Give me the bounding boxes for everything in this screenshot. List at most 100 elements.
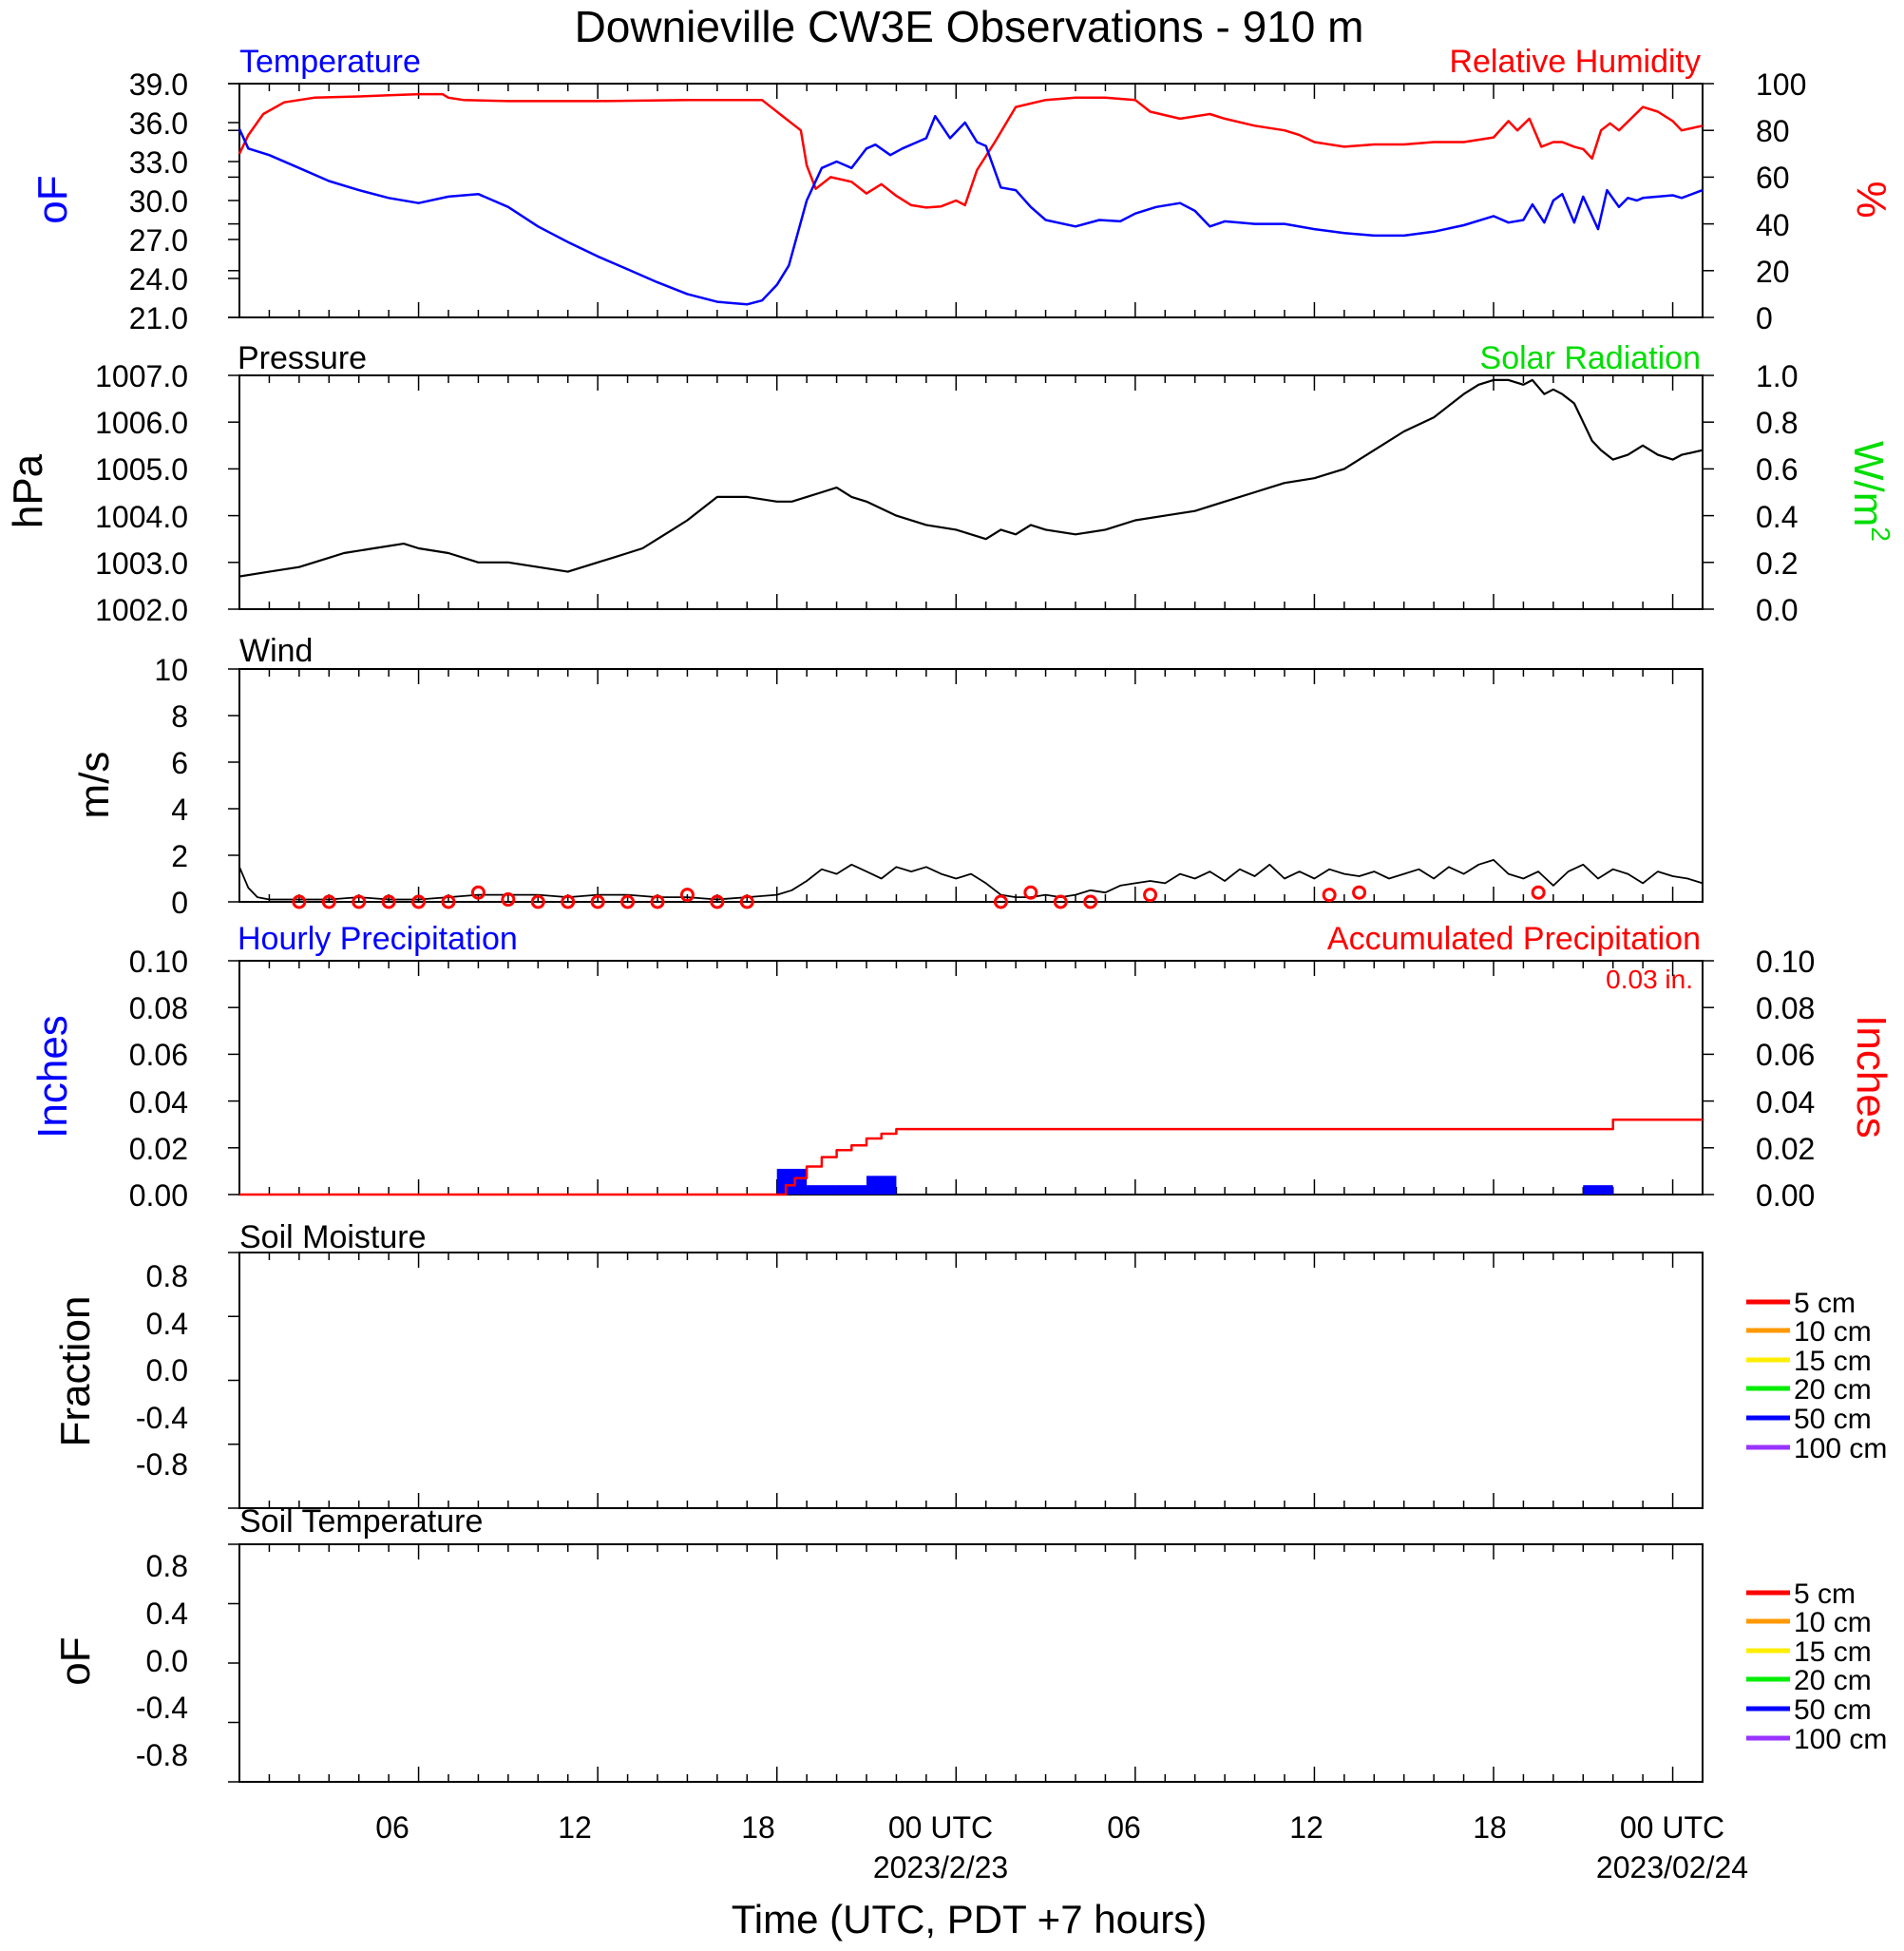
humidity-title: Relative Humidity	[1449, 44, 1701, 80]
temperature-tick-label: 33.0	[129, 145, 188, 180]
hourly-precip-bar	[836, 1185, 866, 1195]
soil-moisture-tick-label: 0.8	[146, 1259, 188, 1293]
wind-tick-label: 4	[171, 793, 188, 827]
panel-frame	[238, 1543, 1704, 1783]
soil-moisture-tick-label: -0.8	[136, 1447, 188, 1482]
temperature-tick-label: 24.0	[129, 262, 188, 296]
accum-precip-title: Accumulated Precipitation	[1327, 921, 1701, 957]
pressure-line	[238, 378, 1704, 578]
legend-label: 5 cm	[1794, 1578, 1856, 1610]
x-axis: 06 12 18 00 UTC 06 12 18 00 UTC 2023/2/2…	[375, 1810, 1748, 1941]
legend-label: 10 cm	[1794, 1607, 1872, 1638]
x-tick-label: 00 UTC	[1620, 1810, 1724, 1845]
hourly-precip-tick-label: 0.04	[129, 1085, 188, 1119]
panel-frame	[238, 960, 1704, 1195]
wind-speed-line	[238, 859, 1704, 901]
temperature-tick-label: 27.0	[129, 223, 188, 258]
soil-moisture-title: Soil Moisture	[239, 1219, 427, 1255]
hourly-precip-tick-label: 0.00	[129, 1178, 188, 1213]
wind-direction-marker	[411, 894, 427, 909]
solar-tick-label: 0.4	[1756, 500, 1798, 534]
wind-tick-label: 0	[171, 886, 188, 920]
humidity-tick-label: 20	[1756, 255, 1790, 289]
humidity-tick-label: 0	[1756, 301, 1773, 335]
wind-direction-marker	[1531, 885, 1546, 900]
wind-tick-label: 6	[171, 746, 188, 780]
wind-direction-marker	[470, 885, 486, 900]
temperature-line	[238, 114, 1704, 306]
solar-title: Solar Radiation	[1480, 340, 1701, 376]
x-tick-label: 18	[741, 1810, 775, 1845]
solar-units-exponent: 2	[1866, 526, 1895, 542]
solar-tick-label: 0.2	[1756, 546, 1798, 581]
humidity-line	[238, 92, 1704, 209]
soil-temperature-tick-label: -0.8	[136, 1738, 188, 1772]
temperature-title: Temperature	[239, 44, 421, 80]
x-axis-title: Time (UTC, PDT +7 hours)	[732, 1897, 1208, 1941]
soil-temperature-panel: Soil Temperature oF 0.8 0.4 0.0 -0.4 -0.…	[52, 1503, 1887, 1772]
accum-precip-line	[239, 1119, 1703, 1196]
temperature-tick-label: 21.0	[129, 301, 188, 335]
hourly-precip-tick-label: 0.02	[129, 1132, 188, 1166]
pressure-tick-label: 1004.0	[95, 500, 188, 534]
x-tick-label: 06	[375, 1810, 409, 1845]
soil-moisture-tick-label: -0.4	[136, 1401, 188, 1435]
wind-direction-marker	[441, 894, 456, 909]
wind-direction-marker	[650, 894, 665, 909]
solar-units-base: W/m	[1845, 441, 1892, 526]
hourly-precip-title: Hourly Precipitation	[238, 921, 518, 957]
solar-tick-labels: 1.0 0.8 0.6 0.4 0.2 0.0	[1756, 359, 1798, 627]
pressure-tick-label: 1006.0	[95, 406, 188, 440]
wind-direction-marker	[620, 894, 636, 909]
temperature-tick-label: 36.0	[129, 106, 188, 141]
wind-direction-marker	[1143, 888, 1158, 903]
solar-tick-label: 1.0	[1756, 359, 1798, 393]
soil-temperature-tick-labels: 0.8 0.4 0.0 -0.4 -0.8	[136, 1549, 188, 1772]
temperature-tick-labels: 39.0 36.0 33.0 30.0 27.0 24.0 21.0	[129, 67, 188, 335]
wind-title: Wind	[239, 633, 313, 669]
x-date-label: 2023/2/23	[873, 1850, 1008, 1884]
wind-direction-marker	[739, 894, 754, 909]
wind-tick-labels: 10 8 6 4 2 0	[154, 653, 188, 920]
panel-frame	[238, 374, 1704, 610]
wind-direction-marker	[710, 894, 725, 909]
wind-direction-marker	[1053, 894, 1068, 909]
humidity-units: %	[1848, 181, 1894, 218]
hourly-precip-bar	[866, 1176, 897, 1195]
legend-label: 100 cm	[1794, 1433, 1887, 1464]
soil-moisture-tick-label: 0.4	[146, 1307, 188, 1341]
wind-panel: Wind m/s 10 8 6 4 2 0	[71, 633, 313, 920]
x-tick-label: 12	[558, 1810, 592, 1845]
soil-moisture-tick-labels: 0.8 0.4 0.0 -0.4 -0.8	[136, 1259, 188, 1482]
pressure-tick-label: 1003.0	[95, 546, 188, 581]
humidity-tick-labels: 100 80 60 40 20 0	[1756, 67, 1806, 335]
accum-precip-tick-labels: 0.10 0.08 0.06 0.04 0.02 0.00	[1756, 945, 1815, 1213]
solar-tick-label: 0.8	[1756, 406, 1798, 440]
temperature-units: oF	[29, 175, 76, 223]
x-tick-label: 00 UTC	[888, 1810, 993, 1845]
soil-temperature-tick-label: 0.4	[146, 1597, 188, 1631]
wind-tick-label: 10	[154, 653, 188, 687]
panel-frame	[238, 668, 1704, 903]
temperature-tick-label: 30.0	[129, 184, 188, 219]
humidity-tick-label: 100	[1756, 67, 1806, 102]
soil-temperature-title: Soil Temperature	[239, 1503, 483, 1540]
soil-moisture-units: Fraction	[52, 1296, 99, 1447]
temperature-humidity-panel: Temperature Relative Humidity oF % 39.0 …	[29, 44, 1894, 335]
accum-precip-tick-label: 0.04	[1756, 1085, 1815, 1119]
precipitation-panel: Hourly Precipitation Accumulated Precipi…	[29, 921, 1894, 1213]
pressure-panel: Pressure Solar Radiation hPa W/m2 1007.0…	[5, 340, 1895, 627]
hourly-precip-tick-label: 0.06	[129, 1038, 188, 1072]
wind-direction-marker	[1352, 885, 1367, 900]
legend-label: 20 cm	[1794, 1665, 1872, 1696]
panel-frame	[238, 83, 1704, 318]
chart-title: Downieville CW3E Observations - 910 m	[575, 2, 1364, 51]
pressure-tick-label: 1007.0	[95, 359, 188, 393]
wind-direction-marker	[321, 894, 336, 909]
wind-direction-marker	[501, 892, 516, 908]
wind-direction-marker	[561, 894, 576, 909]
wind-direction-marker	[352, 894, 367, 909]
accum-precip-total: 0.03 in.	[1606, 965, 1693, 994]
panel-frame	[238, 1252, 1704, 1509]
wind-tick-label: 8	[171, 699, 188, 734]
